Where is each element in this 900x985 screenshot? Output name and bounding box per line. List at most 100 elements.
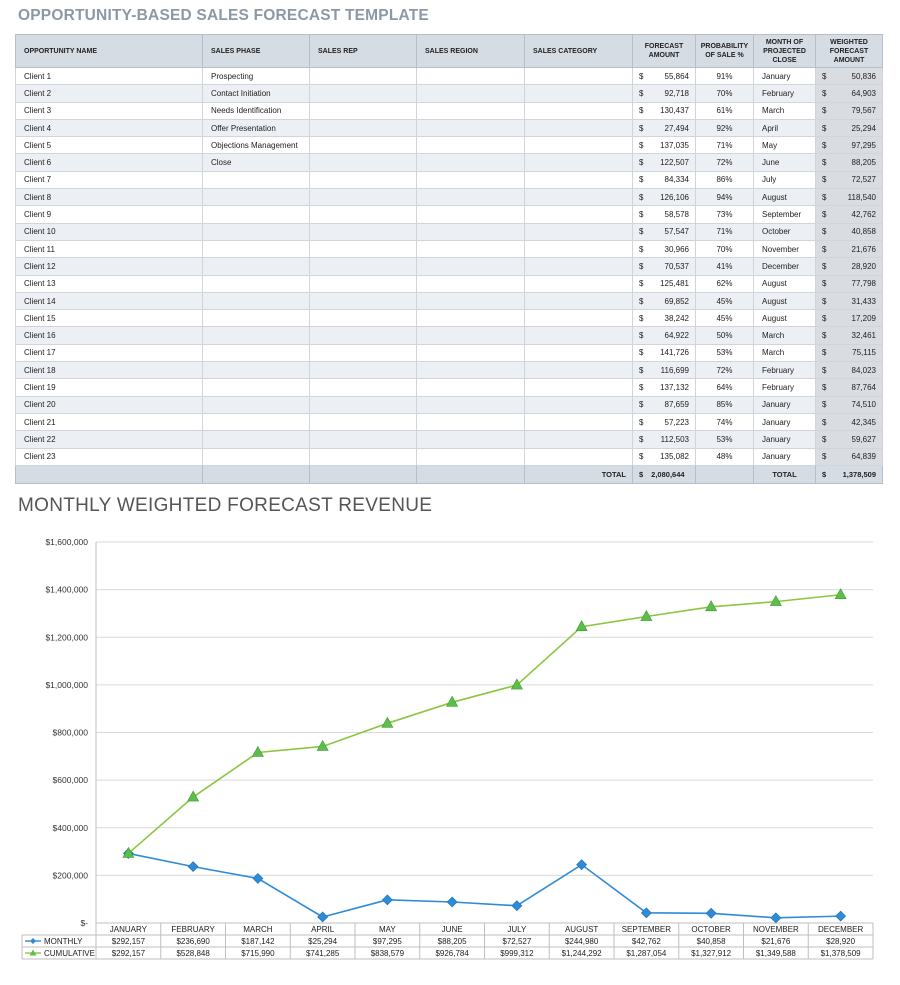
cell-forecast-amount[interactable]: $27,494 (632, 118, 696, 138)
cell-opportunity-name[interactable]: Client 6 (15, 153, 203, 172)
cell-opportunity-name[interactable]: Client 9 (15, 205, 203, 224)
cell-sales-rep[interactable] (309, 274, 417, 293)
cell-month-close[interactable]: August (753, 188, 816, 207)
cell-month-close[interactable]: April (753, 118, 816, 138)
cell-opportunity-name[interactable]: Client 18 (15, 361, 203, 380)
data-point-cumulative[interactable] (769, 595, 782, 606)
cell-month-close[interactable]: February (753, 84, 816, 103)
cell-sales-rep[interactable] (309, 188, 417, 207)
cell-sales-category[interactable] (524, 257, 633, 276)
cell-probability[interactable]: 64% (695, 378, 754, 397)
cell-sales-region[interactable] (416, 170, 525, 190)
cell-sales-rep[interactable] (309, 84, 417, 103)
cell-probability[interactable]: 73% (695, 205, 754, 224)
data-point-cumulative[interactable] (705, 600, 718, 612)
cell-opportunity-name[interactable]: Client 12 (15, 257, 203, 276)
cell-sales-phase[interactable] (202, 291, 310, 311)
data-point-monthly[interactable] (446, 896, 458, 908)
cell-sales-phase[interactable] (202, 343, 310, 363)
cell-weighted-amount[interactable]: $32,461 (815, 326, 883, 345)
data-point-monthly[interactable] (511, 900, 523, 912)
cell-probability[interactable]: 41% (695, 257, 754, 276)
cell-sales-category[interactable] (524, 326, 633, 345)
cell-forecast-amount[interactable]: $126,106 (632, 188, 696, 207)
cell-forecast-amount[interactable]: $57,223 (632, 412, 696, 432)
data-point-cumulative[interactable] (187, 790, 200, 802)
cell-opportunity-name[interactable]: Client 16 (15, 326, 203, 345)
cell-month-close[interactable]: November (753, 239, 816, 259)
cell-opportunity-name[interactable]: Client 19 (15, 378, 203, 397)
cell-probability[interactable]: 48% (695, 447, 754, 466)
cell-sales-category[interactable] (524, 101, 633, 120)
cell-opportunity-name[interactable]: Client 8 (15, 188, 203, 207)
header-sales-region[interactable]: SALES REGION (416, 34, 525, 68)
cell-weighted-amount[interactable]: $17,209 (815, 309, 883, 328)
cell-sales-category[interactable] (524, 188, 633, 207)
cell-opportunity-name[interactable]: Client 7 (15, 170, 203, 190)
cell-month-close[interactable]: March (753, 101, 816, 120)
cell-sales-region[interactable] (416, 430, 525, 449)
data-point-cumulative[interactable] (575, 620, 588, 632)
cell-sales-rep[interactable] (309, 170, 417, 190)
header-probability[interactable]: PROBABILITY OF SALE % (695, 34, 754, 68)
cell-sales-category[interactable] (524, 274, 633, 293)
cell-opportunity-name[interactable]: Client 5 (15, 136, 203, 155)
data-point-monthly[interactable] (770, 912, 782, 924)
cell-sales-region[interactable] (416, 378, 525, 397)
cell-forecast-amount[interactable]: $92,718 (632, 84, 696, 103)
data-point-cumulative[interactable] (640, 609, 653, 621)
cell-sales-region[interactable] (416, 222, 525, 241)
cell-opportunity-name[interactable]: Client 21 (15, 412, 203, 432)
cell-sales-phase[interactable]: Needs Identification (202, 101, 310, 120)
cell-sales-phase[interactable] (202, 430, 310, 449)
cell-month-close[interactable]: June (753, 153, 816, 172)
cell-sales-category[interactable] (524, 395, 633, 414)
cell-opportunity-name[interactable]: Client 20 (15, 395, 203, 414)
cell-weighted-amount[interactable]: $79,567 (815, 101, 883, 120)
cell-sales-category[interactable] (524, 378, 633, 397)
cell-probability[interactable]: 86% (695, 170, 754, 190)
cell-sales-rep[interactable] (309, 239, 417, 259)
cell-sales-rep[interactable] (309, 101, 417, 120)
cell-sales-phase[interactable]: Prospecting (202, 66, 310, 86)
cell-month-close[interactable]: August (753, 274, 816, 293)
data-point-cumulative[interactable] (122, 846, 135, 858)
cell-weighted-amount[interactable]: $59,627 (815, 430, 883, 449)
cell-forecast-amount[interactable]: $38,242 (632, 309, 696, 328)
cell-opportunity-name[interactable]: Client 15 (15, 309, 203, 328)
header-month-close[interactable]: MONTH OF PROJECTED CLOSE (753, 34, 816, 68)
cell-sales-phase[interactable] (202, 378, 310, 397)
data-point-cumulative[interactable] (251, 745, 264, 757)
cell-forecast-amount[interactable]: $125,481 (632, 274, 696, 293)
cell-sales-category[interactable] (524, 239, 633, 259)
cell-sales-rep[interactable] (309, 326, 417, 345)
header-opportunity-name[interactable]: OPPORTUNITY NAME (15, 34, 203, 68)
cell-weighted-amount[interactable]: $42,345 (815, 412, 883, 432)
cell-weighted-amount[interactable]: $74,510 (815, 395, 883, 414)
cell-sales-region[interactable] (416, 136, 525, 155)
data-point-cumulative[interactable] (510, 678, 523, 690)
cell-sales-category[interactable] (524, 66, 633, 86)
cell-sales-region[interactable] (416, 239, 525, 259)
cell-probability[interactable]: 71% (695, 222, 754, 241)
data-point-monthly[interactable] (252, 873, 264, 884)
cell-sales-phase[interactable]: Objections Management (202, 136, 310, 155)
cell-sales-region[interactable] (416, 309, 525, 328)
cell-sales-category[interactable] (524, 343, 633, 363)
cell-sales-region[interactable] (416, 257, 525, 276)
cell-sales-category[interactable] (524, 361, 633, 380)
cell-weighted-amount[interactable]: $118,540 (815, 188, 883, 207)
cell-probability[interactable]: 85% (695, 395, 754, 414)
cell-probability[interactable]: 50% (695, 326, 754, 345)
cell-opportunity-name[interactable]: Client 23 (15, 447, 203, 466)
data-point-cumulative[interactable] (446, 695, 459, 707)
cell-forecast-amount[interactable]: $69,852 (632, 291, 696, 311)
header-weighted-amount[interactable]: WEIGHTED FORECAST AMOUNT (815, 34, 883, 68)
cell-sales-region[interactable] (416, 361, 525, 380)
cell-sales-region[interactable] (416, 101, 525, 120)
cell-month-close[interactable]: May (753, 136, 816, 155)
cell-weighted-amount[interactable]: $64,903 (815, 84, 883, 103)
cell-month-close[interactable]: July (753, 170, 816, 190)
cell-sales-category[interactable] (524, 430, 633, 449)
cell-sales-category[interactable] (524, 170, 633, 190)
